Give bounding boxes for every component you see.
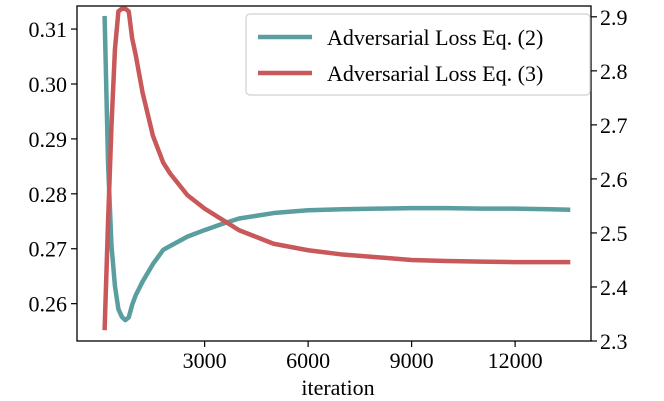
- legend-label-eq3: Adversarial Loss Eq. (3): [327, 61, 543, 86]
- y-right-tick-label: 2.6: [600, 167, 628, 192]
- y-left-tick-label: 0.29: [29, 127, 68, 152]
- x-tick-label: 3000: [183, 348, 227, 373]
- y-right-tick-label: 2.5: [600, 221, 628, 246]
- series-line-eq3: [102, 6, 571, 331]
- axes-layer: 3000 6000 9000 12000 0.26 0.27 0.28 0.29 0.30 0.3…: [29, 5, 628, 373]
- x-tick-label: 12000: [488, 348, 543, 373]
- y-left-tick-label: 0.27: [29, 237, 68, 262]
- x-axis-label: iteration: [301, 375, 374, 400]
- series-layer: [102, 6, 571, 331]
- y-left-tick-label: 0.26: [29, 292, 68, 317]
- y-left-tick-label: 0.30: [29, 72, 68, 97]
- legend: Adversarial Loss Eq. (2) Adversarial Los…: [245, 13, 591, 96]
- x-tick-label: 6000: [286, 348, 330, 373]
- y-right-tick-label: 2.9: [600, 5, 628, 30]
- legend-label-eq2: Adversarial Loss Eq. (2): [327, 25, 543, 50]
- series-line-eq2: [102, 15, 571, 323]
- y-right-tick-label: 2.4: [600, 275, 628, 300]
- y-right-tick-label: 2.8: [600, 59, 628, 84]
- y-left-tick-label: 0.28: [29, 182, 68, 207]
- y-left-tick-label: 0.31: [29, 17, 68, 42]
- x-tick-label: 9000: [390, 348, 434, 373]
- plot-frame: [76, 5, 592, 342]
- y-right-tick-label: 2.7: [600, 113, 628, 138]
- legend-box: [245, 13, 591, 96]
- y-right-tick-label: 2.3: [600, 329, 628, 354]
